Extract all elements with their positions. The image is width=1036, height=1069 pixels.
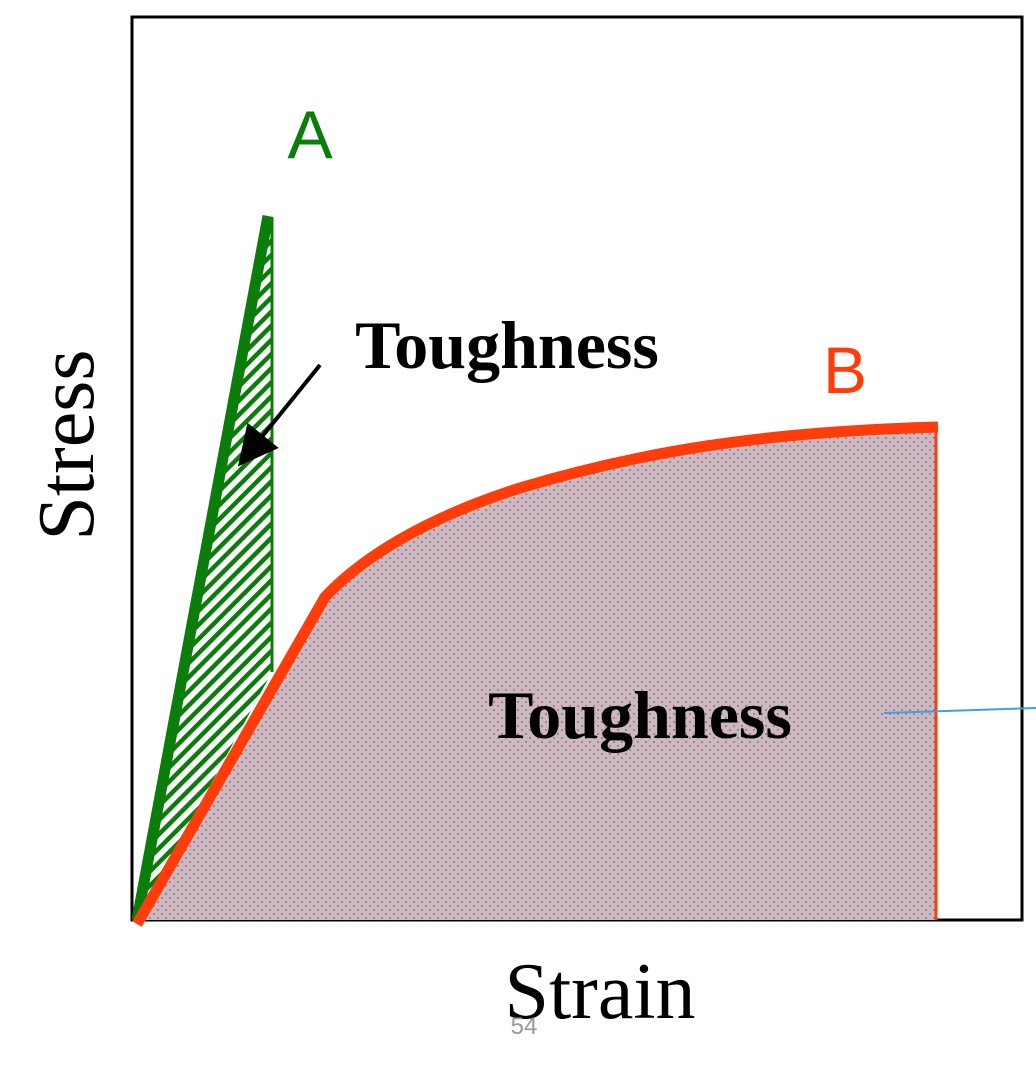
toughness-a-label: Toughness xyxy=(355,307,659,383)
page-number: 54 xyxy=(511,1013,538,1040)
toughness-b-label: Toughness xyxy=(488,677,792,753)
toughness-b-pointer-line xyxy=(883,707,1036,714)
curve-a-label: A xyxy=(287,97,333,173)
toughness-area-b xyxy=(137,428,936,920)
toughness-a-arrow xyxy=(237,363,322,467)
curve-a xyxy=(131,214,274,922)
curve-b-label: B xyxy=(823,333,867,407)
y-axis-label: Stress xyxy=(23,349,111,540)
curve-b xyxy=(132,421,939,927)
x-axis-label: Strain xyxy=(504,948,695,1036)
